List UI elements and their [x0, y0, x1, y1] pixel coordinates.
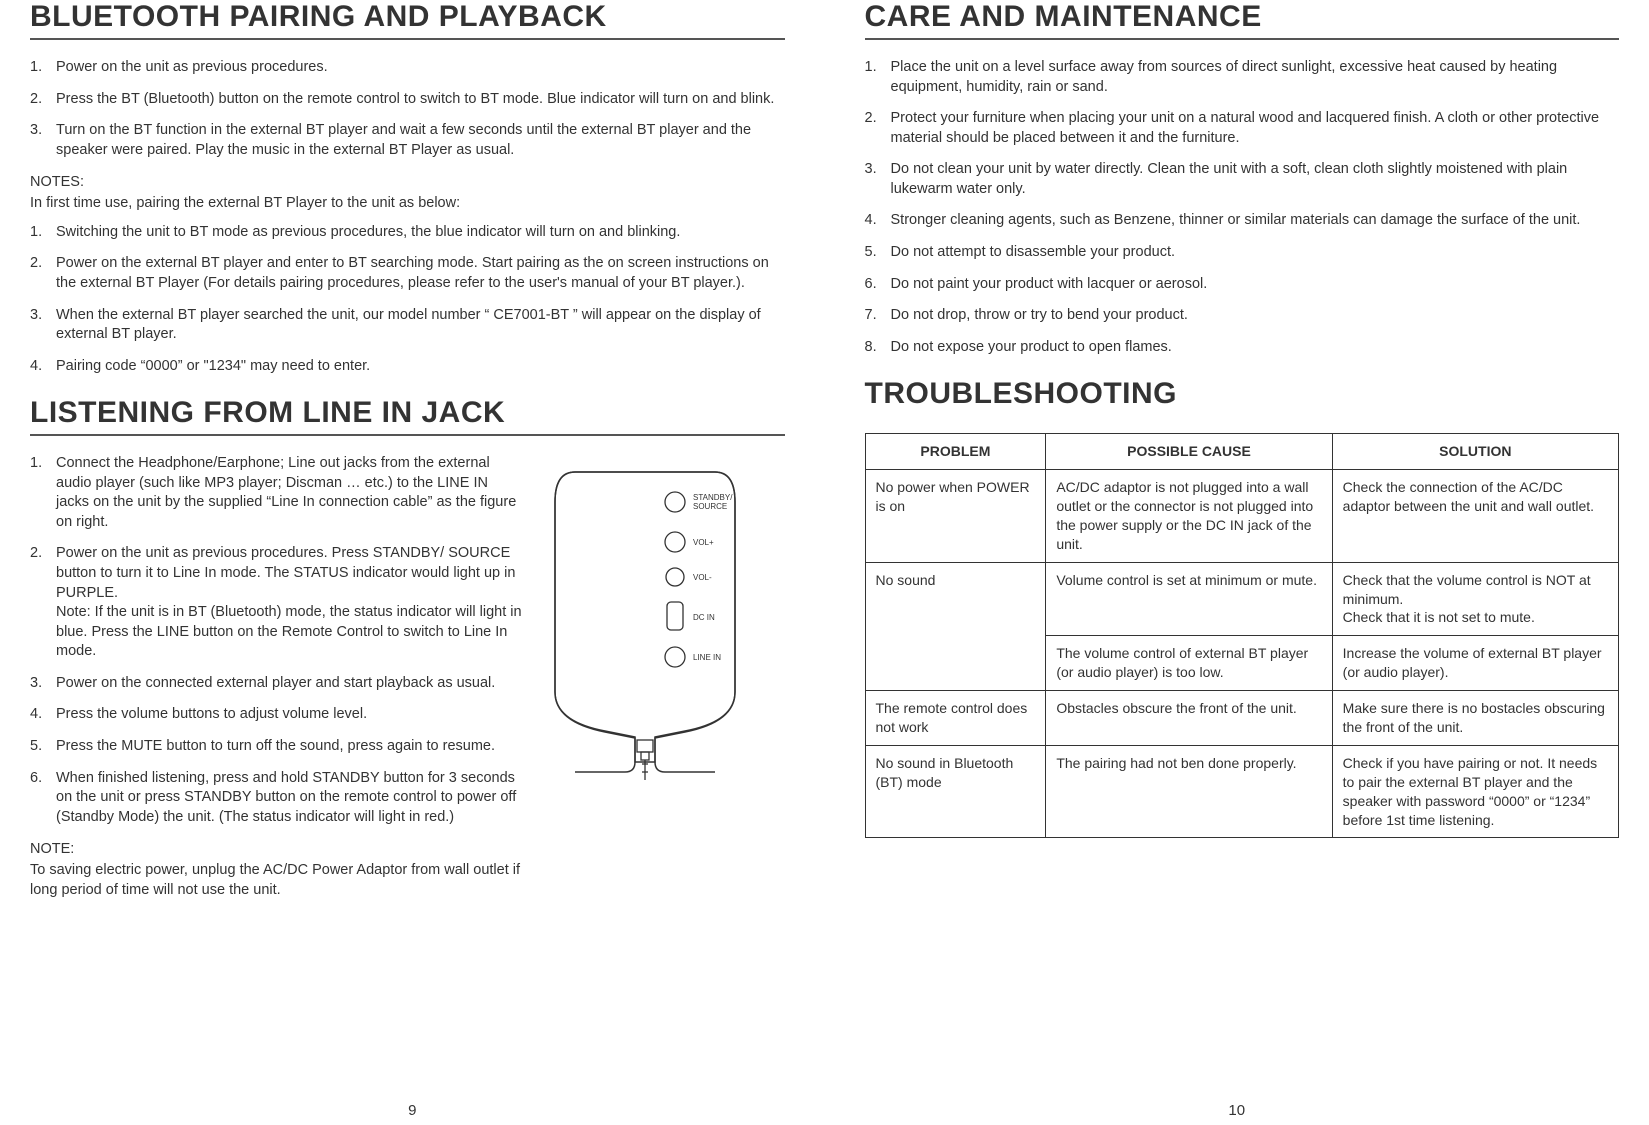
list-item-text: Pairing code “0000” or "1234" may need t… — [56, 358, 370, 374]
label-standby: STANDBY/ — [693, 493, 733, 502]
list-item: 7.Do not drop, throw or try to bend your… — [865, 306, 1620, 326]
device-figure: STANDBY/ SOURCE VOL+ VOL- DC IN LINE IN — [545, 462, 785, 787]
list-item: 5.Press the MUTE button to turn off the … — [30, 737, 525, 757]
care-steps: 1.Place the unit on a level surface away… — [865, 58, 1620, 357]
line-in-note: NOTE: To saving electric power, unplug t… — [30, 839, 525, 900]
table-row: No sound in Bluetooth (BT) mode The pair… — [865, 745, 1619, 838]
table-row: No power when POWER is on AC/DC adaptor … — [865, 470, 1619, 563]
list-item: 1.Power on the unit as previous procedur… — [30, 58, 785, 78]
cell-problem: No sound — [865, 562, 1046, 690]
list-item: 4.Press the volume buttons to adjust vol… — [30, 705, 525, 725]
heading-line-in: LISTENING FROM LINE IN JACK — [30, 396, 785, 436]
list-item: 1.Switching the unit to BT mode as previ… — [30, 223, 785, 243]
list-item-text: Power on the unit as previous procedures… — [56, 545, 522, 659]
heading-care: CARE AND MAINTENANCE — [865, 0, 1620, 40]
list-item-text: Do not paint your product with lacquer o… — [891, 276, 1208, 292]
list-item-text: Connect the Headphone/Earphone; Line out… — [56, 455, 516, 530]
list-item: 3.When the external BT player searched t… — [30, 306, 785, 345]
page-left: BLUETOOTH PAIRING AND PLAYBACK 1.Power o… — [0, 0, 825, 1125]
list-item: 1.Place the unit on a level surface away… — [865, 58, 1620, 97]
troubleshooting-table: PROBLEM POSSIBLE CAUSE SOLUTION No power… — [865, 433, 1620, 838]
svg-text:SOURCE: SOURCE — [693, 502, 727, 511]
cell-cause: AC/DC adaptor is not plugged into a wall… — [1046, 470, 1332, 563]
bluetooth-steps: 1.Power on the unit as previous procedur… — [30, 58, 785, 160]
list-item-text: Power on the connected external player a… — [56, 675, 495, 691]
device-icon: STANDBY/ SOURCE VOL+ VOL- DC IN LINE IN — [545, 462, 785, 782]
list-item: 6.Do not paint your product with lacquer… — [865, 275, 1620, 295]
list-item-text: Power on the external BT player and ente… — [56, 255, 769, 291]
th-problem: PROBLEM — [865, 434, 1046, 470]
cell-solution: Make sure there is no bostacles obscurin… — [1332, 691, 1618, 746]
cell-solution: Check if you have pairing or not. It nee… — [1332, 745, 1618, 838]
heading-troubleshooting: TROUBLESHOOTING — [865, 377, 1620, 415]
list-item: 1.Connect the Headphone/Earphone; Line o… — [30, 454, 525, 532]
th-solution: SOLUTION — [1332, 434, 1618, 470]
cell-cause: Volume control is set at minimum or mute… — [1046, 562, 1332, 636]
list-item-text: Do not drop, throw or try to bend your p… — [891, 307, 1188, 323]
list-item-text: Place the unit on a level surface away f… — [891, 59, 1558, 95]
page-right: CARE AND MAINTENANCE 1.Place the unit on… — [825, 0, 1649, 1125]
heading-bluetooth: BLUETOOTH PAIRING AND PLAYBACK — [30, 0, 785, 40]
table-row: The remote control does not work Obstacl… — [865, 691, 1619, 746]
list-item: 6.When finished listening, press and hol… — [30, 769, 525, 828]
line-in-steps: 1.Connect the Headphone/Earphone; Line o… — [30, 454, 525, 827]
bluetooth-notes-steps: 1.Switching the unit to BT mode as previ… — [30, 223, 785, 376]
list-item: 2.Press the BT (Bluetooth) button on the… — [30, 90, 785, 110]
list-item: 3.Power on the connected external player… — [30, 674, 525, 694]
page-number-left: 9 — [408, 1102, 416, 1119]
table-header-row: PROBLEM POSSIBLE CAUSE SOLUTION — [865, 434, 1619, 470]
list-item-text: When finished listening, press and hold … — [56, 770, 516, 825]
list-item-text: Press the BT (Bluetooth) button on the r… — [56, 91, 774, 107]
list-item: 3.Do not clean your unit by water direct… — [865, 160, 1620, 199]
label-vol-down: VOL- — [693, 573, 712, 582]
list-item-text: When the external BT player searched the… — [56, 307, 761, 343]
list-item: 4.Pairing code “0000” or "1234" may need… — [30, 357, 785, 377]
label-dc-in: DC IN — [693, 613, 715, 622]
table-row: No sound Volume control is set at minimu… — [865, 562, 1619, 636]
cell-problem: The remote control does not work — [865, 691, 1046, 746]
list-item: 2.Power on the external BT player and en… — [30, 254, 785, 293]
label-line-in: LINE IN — [693, 653, 721, 662]
list-item-text: Protect your furniture when placing your… — [891, 110, 1600, 146]
cell-solution: Check that the volume control is NOT at … — [1332, 562, 1618, 636]
page-number-right: 10 — [1228, 1102, 1245, 1119]
list-item-text: Do not attempt to disassemble your produ… — [891, 244, 1176, 260]
cell-solution: Increase the volume of external BT playe… — [1332, 636, 1618, 691]
list-item: 4.Stronger cleaning agents, such as Benz… — [865, 211, 1620, 231]
th-cause: POSSIBLE CAUSE — [1046, 434, 1332, 470]
list-item-text: Power on the unit as previous procedures… — [56, 59, 328, 75]
list-item-text: Stronger cleaning agents, such as Benzen… — [891, 212, 1581, 228]
list-item-text: Switching the unit to BT mode as previou… — [56, 224, 680, 240]
cell-cause: The pairing had not ben done properly. — [1046, 745, 1332, 838]
list-item: 3.Turn on the BT function in the externa… — [30, 121, 785, 160]
list-item-text: Turn on the BT function in the external … — [56, 122, 751, 158]
list-item-text: Do not clean your unit by water directly… — [891, 161, 1568, 197]
cell-problem: No sound in Bluetooth (BT) mode — [865, 745, 1046, 838]
list-item: 5.Do not attempt to disassemble your pro… — [865, 243, 1620, 263]
cell-cause: Obstacles obscure the front of the unit. — [1046, 691, 1332, 746]
list-item-text: Do not expose your product to open flame… — [891, 339, 1172, 355]
cell-cause: The volume control of external BT player… — [1046, 636, 1332, 691]
cell-solution: Check the connection of the AC/DC adapto… — [1332, 470, 1618, 563]
list-item: 2.Power on the unit as previous procedur… — [30, 544, 525, 661]
list-item-text: Press the volume buttons to adjust volum… — [56, 706, 367, 722]
list-item: 8.Do not expose your product to open fla… — [865, 338, 1620, 358]
list-item-text: Press the MUTE button to turn off the so… — [56, 738, 495, 754]
label-vol-up: VOL+ — [693, 538, 714, 547]
list-item: 2.Protect your furniture when placing yo… — [865, 109, 1620, 148]
notes-intro: NOTES: In first time use, pairing the ex… — [30, 172, 785, 213]
cell-problem: No power when POWER is on — [865, 470, 1046, 563]
